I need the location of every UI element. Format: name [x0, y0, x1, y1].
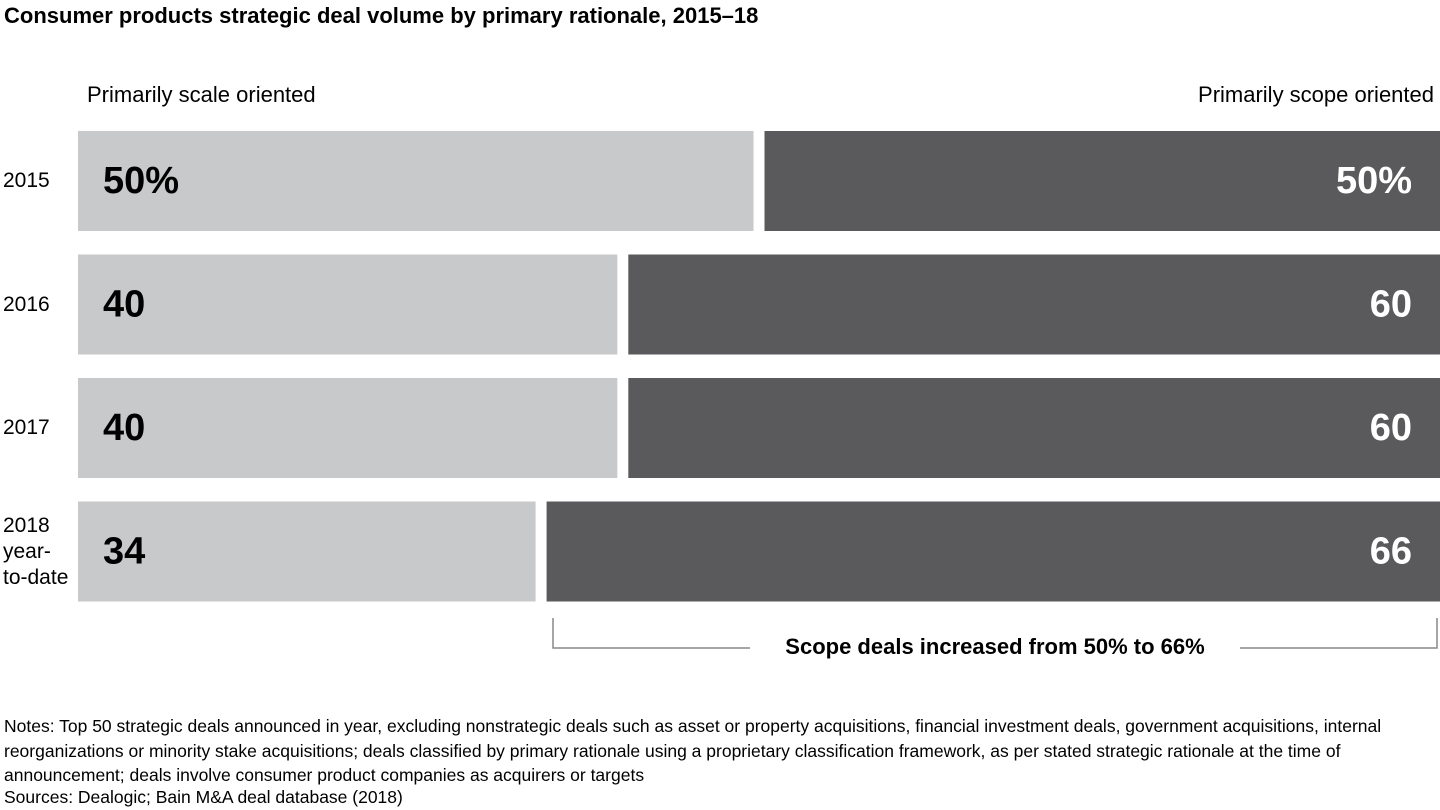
- value-label: 40: [103, 407, 145, 449]
- category-label: 2016: [3, 292, 50, 316]
- bar: [78, 131, 754, 231]
- bar: [78, 501, 536, 602]
- bar: [628, 254, 1440, 355]
- bar: [628, 378, 1440, 478]
- bar: [764, 131, 1440, 231]
- sources: Sources: Dealogic; Bain M&A deal databas…: [4, 787, 403, 807]
- value-label: 34: [103, 531, 145, 573]
- annotation: Scope deals increased from 50% to 66%: [785, 634, 1204, 659]
- category-label: 2017: [3, 416, 50, 439]
- legend-label: Primarily scope oriented: [1198, 82, 1434, 107]
- bar: [546, 501, 1440, 602]
- bar: [78, 378, 618, 478]
- legend-label: Primarily scale oriented: [87, 82, 316, 107]
- bracket: [552, 618, 1438, 649]
- value-label: 60: [1370, 284, 1412, 326]
- category-label: 2015: [3, 169, 50, 192]
- value-label: 40: [103, 284, 145, 326]
- bar: [78, 254, 618, 355]
- notes: Notes: Top 50 strategic deals announced …: [4, 716, 1382, 785]
- chart-title: Consumer products strategic deal volume …: [4, 3, 759, 28]
- value-label: 50%: [1336, 160, 1412, 202]
- value-label: 66: [1370, 531, 1412, 573]
- chart: Scope deals increased from 50% to 66% Pr…: [78, 82, 1440, 659]
- category-label: 2018 year-to-date: [3, 513, 69, 589]
- value-label: 50%: [103, 160, 179, 202]
- value-label: 60: [1370, 407, 1412, 449]
